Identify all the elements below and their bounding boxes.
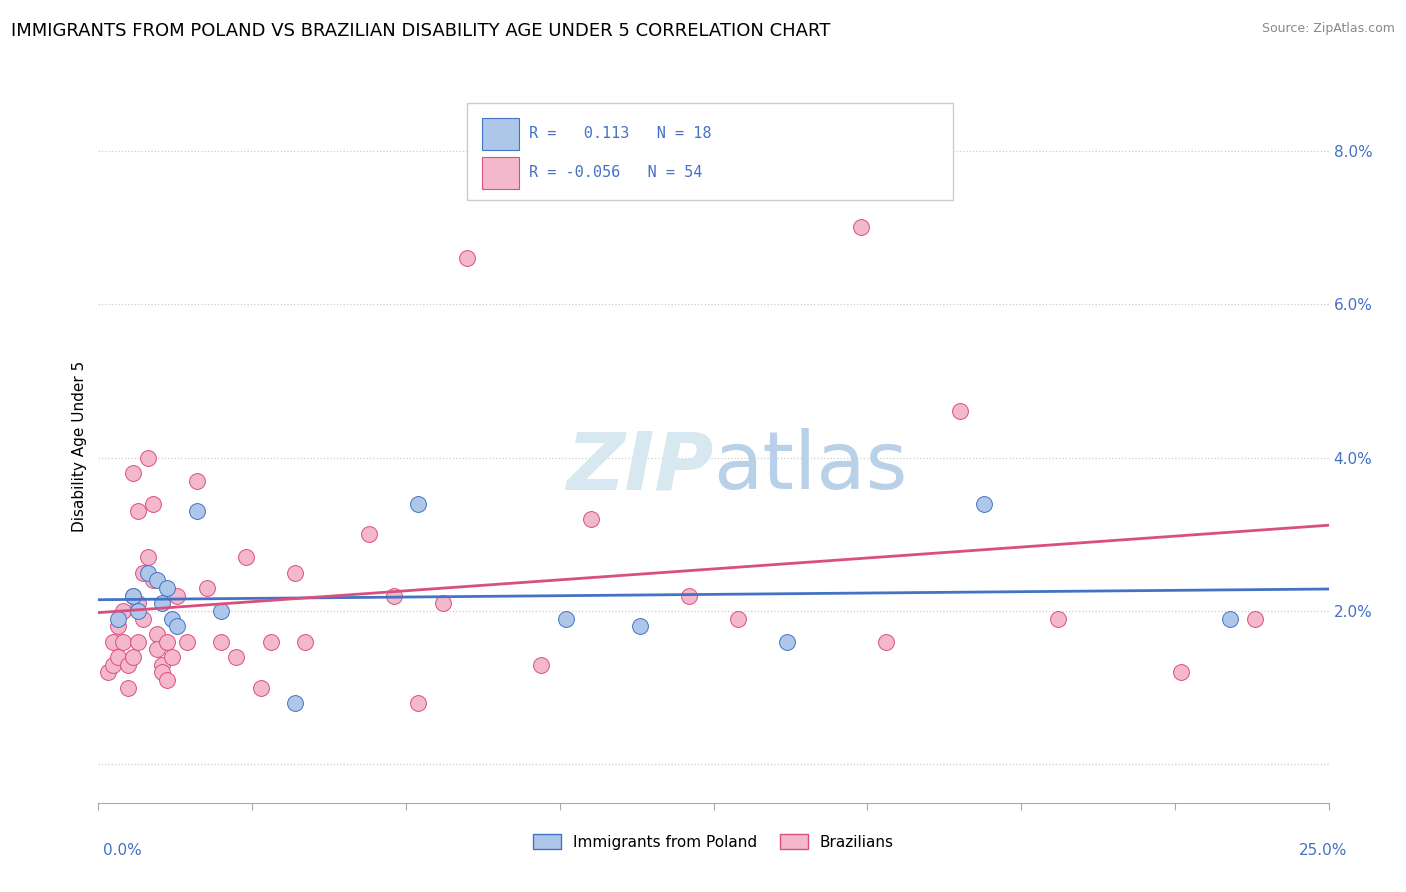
Point [554,612,576,626]
Point [408,696,430,710]
Point [146,574,169,588]
Legend: Immigrants from Poland, Brazilians: Immigrants from Poland, Brazilians [527,828,900,855]
Text: atlas: atlas [714,428,908,507]
Point [1046,612,1070,626]
Point [107,650,129,665]
FancyBboxPatch shape [482,118,519,150]
Point [162,612,183,626]
Point [530,657,553,672]
Point [294,634,316,648]
Text: Source: ZipAtlas.com: Source: ZipAtlas.com [1261,22,1395,36]
Point [1244,612,1267,626]
Point [211,634,233,648]
Point [1219,612,1241,626]
Point [127,596,149,610]
Point [579,512,602,526]
Point [107,612,129,626]
Point [122,466,145,480]
Point [122,589,145,603]
Point [156,634,179,648]
Point [103,634,125,648]
Point [132,612,155,626]
Point [132,566,155,580]
Point [107,619,129,633]
Point [973,497,995,511]
Point [359,527,381,541]
Point [849,220,872,235]
Text: IMMIGRANTS FROM POLAND VS BRAZILIAN DISABILITY AGE UNDER 5 CORRELATION CHART: IMMIGRANTS FROM POLAND VS BRAZILIAN DISA… [11,22,831,40]
Point [127,604,149,618]
Point [776,634,799,648]
Point [141,574,165,588]
Text: 25.0%: 25.0% [1299,843,1347,858]
Point [176,634,198,648]
Point [875,634,897,648]
Point [186,474,208,488]
Point [112,634,135,648]
Point [103,657,125,672]
Point [284,696,307,710]
Point [211,604,233,618]
Point [235,550,257,565]
Point [141,497,165,511]
Point [146,627,169,641]
Point [432,596,454,610]
Point [162,650,183,665]
Point [112,604,135,618]
Point [117,681,139,695]
Point [152,665,174,680]
Point [456,251,478,265]
Text: R =   0.113   N = 18: R = 0.113 N = 18 [529,126,711,141]
Point [156,581,179,595]
Point [156,673,179,687]
FancyBboxPatch shape [482,157,519,189]
Text: ZIP: ZIP [567,428,714,507]
Point [186,504,208,518]
Point [166,589,188,603]
Point [628,619,651,633]
Point [408,497,430,511]
Point [136,450,159,465]
Point [152,657,174,672]
Point [122,589,145,603]
Point [136,566,159,580]
Point [250,681,273,695]
Point [727,612,749,626]
Point [678,589,700,603]
Point [122,650,145,665]
Text: R = -0.056   N = 54: R = -0.056 N = 54 [529,165,703,180]
Point [260,634,283,648]
Point [146,642,169,657]
Point [166,619,188,633]
Point [1170,665,1192,680]
Point [152,596,174,610]
Point [949,404,972,418]
Y-axis label: Disability Age Under 5: Disability Age Under 5 [72,360,87,532]
Point [284,566,307,580]
Point [127,504,149,518]
Point [195,581,218,595]
Point [136,550,159,565]
Point [382,589,405,603]
Text: 0.0%: 0.0% [103,843,142,858]
Point [117,657,139,672]
Point [97,665,120,680]
Point [127,634,149,648]
FancyBboxPatch shape [467,103,953,200]
Point [225,650,247,665]
